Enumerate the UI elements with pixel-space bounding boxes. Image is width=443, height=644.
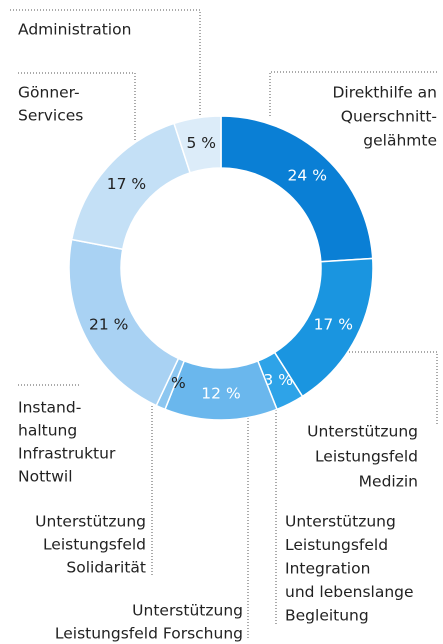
category-label: Infrastruktur <box>18 445 116 463</box>
category-label: Begleitung <box>285 607 369 625</box>
leader-line <box>18 72 136 140</box>
value-label: 17 % <box>107 175 146 193</box>
leader-line <box>10 9 201 118</box>
value-label: 12 % <box>201 385 240 403</box>
category-label: Unterstützung <box>132 602 243 620</box>
value-label: 17 % <box>314 316 353 334</box>
value-label: 5 % <box>187 134 217 152</box>
category-label: Unterstützung <box>285 513 396 531</box>
category-label: Leistungsfeld <box>285 536 388 554</box>
category-label: Integration <box>285 560 370 578</box>
category-label: Unterstützung <box>35 513 146 531</box>
category-label: gelähmte <box>363 132 437 150</box>
category-label: Instand- <box>18 399 81 417</box>
category-label: haltung <box>18 422 77 440</box>
category-label: Administration <box>18 21 131 39</box>
category-label: Medizin <box>359 473 418 491</box>
category-label: Services <box>18 107 83 125</box>
category-label: Leistungsfeld <box>43 536 146 554</box>
category-label: Gönner- <box>18 84 80 102</box>
category-label: Leistungsfeld <box>315 448 418 466</box>
category-label: Direkthilfe an <box>332 84 437 102</box>
category-label: und lebenslange <box>285 583 414 601</box>
category-label: Nottwil <box>18 468 73 486</box>
category-label: Solidarität <box>66 559 146 577</box>
donut-segment <box>173 115 222 174</box>
category-label: Querschnitt- <box>341 108 437 126</box>
value-label: 3 % <box>263 371 293 389</box>
leader-line <box>343 351 438 425</box>
category-label: Unterstützung <box>307 423 418 441</box>
category-label: Leistungsfeld Forschung <box>55 625 243 643</box>
value-label: 24 % <box>288 167 327 185</box>
donut-segment <box>220 115 374 263</box>
value-label: 21 % <box>89 316 128 334</box>
